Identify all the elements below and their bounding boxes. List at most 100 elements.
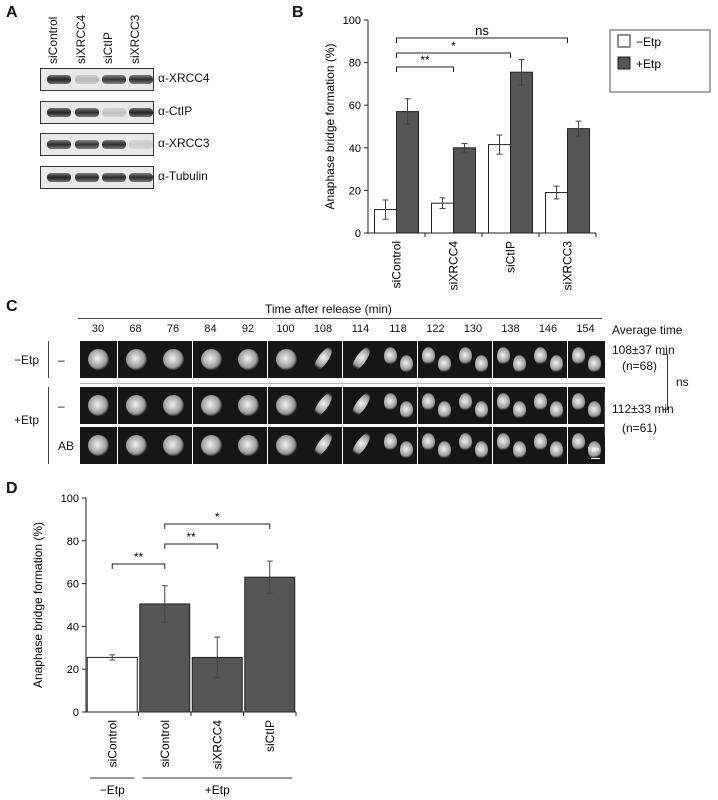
cell-nucleus (163, 395, 184, 416)
time-lapse-frame (155, 387, 192, 424)
metaphase-plate (310, 344, 336, 374)
panel-c-letter: C (6, 298, 18, 315)
cell-nucleus (163, 435, 184, 456)
daughter-cell (534, 393, 547, 411)
blot-strip-3 (40, 133, 154, 156)
y-tick-label: 40 (349, 143, 361, 155)
lane-label-siXRCC3: siXRCC3 (128, 14, 142, 64)
time-lapse-frame (342, 387, 380, 424)
daughter-cell (534, 347, 547, 365)
blot-band (129, 173, 153, 182)
daughter-cell (512, 355, 526, 373)
blot-band (47, 108, 71, 117)
cell-nucleus (275, 435, 297, 456)
daughter-cell (534, 433, 547, 451)
significance-bracket (396, 37, 568, 43)
y-tick-label: 20 (349, 185, 361, 197)
time-lapse-frame (492, 427, 530, 464)
cell-nucleus (238, 435, 259, 456)
average-time-plus-etp: 112±33 min (612, 402, 674, 416)
x-tick-label: siControl (390, 241, 404, 288)
cell-nucleus (125, 435, 147, 456)
antibody-label: α-XRCC3 (158, 136, 210, 150)
significance-label: ** (420, 53, 430, 67)
legend-swatch (617, 56, 631, 70)
blot-band (102, 108, 126, 117)
timepoint-label: 68 (129, 323, 142, 335)
time-lapse-frame (230, 387, 267, 424)
antibody-label: α-Tubulin (158, 169, 208, 183)
comparison-bracket (667, 354, 668, 410)
legend-label: −Etp (636, 35, 661, 49)
daughter-cell (550, 401, 563, 419)
time-lapse-frame (267, 387, 305, 424)
y-tick-label: 100 (343, 15, 361, 27)
time-lapse-frame (342, 341, 380, 378)
time-lapse-frame (80, 387, 117, 424)
timepoint-label: 138 (501, 323, 520, 335)
cell-nucleus (200, 349, 222, 370)
scale-bar (591, 458, 600, 459)
time-lapse-frame (155, 427, 192, 464)
time-lapse-frame (230, 427, 267, 464)
n-plus-etp: (n=61) (622, 421, 658, 435)
x-tick-label: siXRCC4 (447, 241, 461, 291)
daughter-cell (571, 393, 585, 411)
group-line (48, 341, 49, 378)
y-tick-label: 60 (67, 579, 79, 591)
time-lapse-frame (455, 341, 492, 378)
significance-label: ns (475, 23, 489, 38)
x-tick-label: siControl (105, 720, 119, 767)
timepoint-label: 130 (463, 323, 483, 335)
bar-siXRCC3-plus (567, 128, 590, 234)
time-lapse-frame (117, 427, 155, 464)
lane-label-siCtIP: siCtIP (101, 31, 115, 64)
significance-bracket (164, 543, 218, 549)
group-divider (80, 383, 605, 384)
bar-siCtIP-3 (244, 576, 296, 713)
average-time-header: Average time (612, 323, 683, 337)
significance-label: * (215, 510, 220, 524)
time-lapse-frame (230, 341, 267, 378)
blot-band (47, 140, 71, 149)
daughter-cell (587, 355, 601, 373)
bar-siCtIP-minus (488, 144, 511, 234)
blot-band (129, 140, 153, 149)
n-minus-etp: (n=68) (622, 359, 658, 373)
significance-bracket (111, 563, 166, 569)
daughter-cell (475, 401, 488, 419)
timepoint-label: 84 (204, 323, 217, 335)
legend-label: +Etp (636, 57, 661, 71)
daughter-cell (475, 441, 488, 459)
cell-nucleus (163, 349, 184, 370)
time-lapse-frame (80, 341, 117, 378)
cell-nucleus (200, 395, 222, 416)
timepoint-label: 122 (426, 323, 445, 335)
legend-swatch (617, 34, 631, 48)
time-lapse-frame (567, 341, 605, 378)
lane-label-siControl: siControl (46, 16, 60, 64)
y-tick-label: 20 (67, 664, 79, 676)
daughter-cell (587, 441, 601, 459)
panel-d-letter: D (6, 480, 18, 497)
metaphase-plate (310, 390, 336, 420)
group-label-minus-etp: −Etp (14, 353, 40, 367)
y-axis-label: Anaphase bridge formation (%) (31, 522, 45, 688)
bar-siControl-plus (396, 111, 419, 234)
daughter-cell (496, 347, 510, 365)
bar-siControl-0 (86, 656, 138, 713)
daughter-cell (400, 355, 413, 373)
daughter-cell (421, 393, 435, 411)
metaphase-plate (348, 430, 373, 460)
timepoint-label: 30 (91, 323, 105, 335)
daughter-cell (571, 347, 585, 365)
blot-band (102, 75, 126, 84)
x-tick-label: siCtIP (504, 241, 518, 273)
daughter-cell (400, 401, 413, 419)
time-lapse-frame (530, 341, 567, 378)
blot-band (47, 75, 71, 84)
daughter-cell (587, 401, 601, 419)
time-lapse-frame (192, 427, 230, 464)
panel-b-letter: B (292, 4, 304, 21)
significance-label: * (451, 39, 456, 53)
